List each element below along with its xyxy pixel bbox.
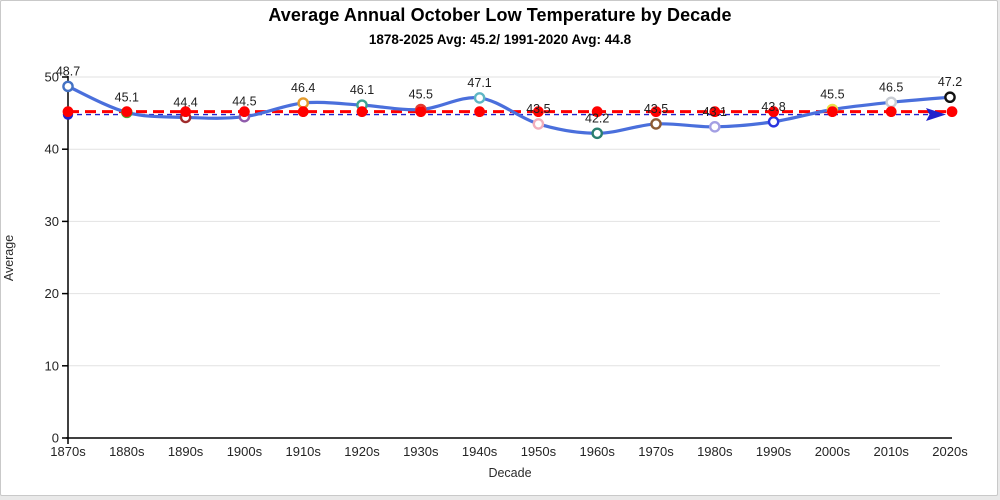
x-tick-label: 1950s: [521, 444, 557, 459]
data-point-2010s: [885, 96, 898, 109]
x-tick-label: 1990s: [756, 444, 792, 459]
data-label-1920s: 46.1: [350, 83, 374, 97]
y-axis-title: Average: [2, 234, 16, 282]
x-tick-label: 2010s: [873, 444, 909, 459]
x-axis-title: Decade: [488, 466, 532, 480]
y-tick-label: 50: [45, 70, 59, 85]
data-label-1980s: 43.1: [703, 105, 727, 119]
data-point-1910s: [297, 97, 310, 109]
chart-subtitle: 1878-2025 Avg: 45.2/ 1991-2020 Avg: 44.8: [368, 32, 632, 47]
data-label-1990s: 43.8: [761, 100, 785, 114]
data-point-1990s: [767, 115, 780, 128]
data-point-1980s: [709, 121, 721, 133]
data-label-1950s: 43.5: [526, 102, 550, 116]
avg-dot-1950s: [533, 106, 544, 118]
data-label-1870s: 48.7: [56, 64, 80, 78]
x-tick-label: 1880s: [109, 444, 145, 459]
data-point-1970s: [650, 118, 662, 130]
y-tick-label: 0: [52, 431, 59, 446]
avg-dot-1940s: [474, 106, 485, 118]
data-label-1960s: 42.2: [585, 111, 609, 125]
avg-dot-1910s: [297, 106, 309, 118]
avg-dot-1970s: [650, 106, 662, 118]
avg-dot-2020s: [946, 106, 958, 118]
avg-dot-2000s: [827, 106, 838, 118]
main-series-line: [66, 84, 952, 135]
y-tick-label: 30: [45, 214, 59, 229]
x-tick-label: 1930s: [403, 444, 439, 459]
x-tick-label: 1890s: [168, 444, 204, 459]
x-tick-label: 1970s: [638, 444, 674, 459]
avg-dot-1930s: [415, 106, 427, 118]
x-tick-label: 1870s: [50, 444, 86, 459]
x-tick-label: 1960s: [579, 444, 615, 459]
data-label-1970s: 43.5: [644, 102, 668, 116]
data-point-2020s: [944, 91, 956, 104]
avg-dot-1960s: [591, 106, 603, 118]
x-tick-label: 2020s: [932, 444, 968, 459]
data-label-1910s: 46.4: [291, 81, 315, 95]
data-point-1960s: [591, 127, 604, 140]
x-tick-label: 1920s: [344, 444, 380, 459]
avg-dot-1980s: [709, 106, 721, 118]
data-point-1950s: [532, 118, 545, 130]
avg-dot-1880s: [121, 106, 133, 118]
avg-dot-2010s: [885, 106, 897, 118]
avg-dot-1900s: [239, 106, 250, 118]
x-tick-label: 1900s: [227, 444, 263, 459]
chart-title: Average Annual October Low Temperature b…: [268, 5, 732, 25]
avg-dot-1890s: [180, 106, 192, 118]
data-label-2000s: 45.5: [820, 87, 844, 101]
avg-dot-1870s: [62, 106, 74, 118]
data-label-1900s: 44.5: [232, 95, 256, 109]
data-point-1870s: [62, 80, 74, 93]
data-label-1940s: 47.1: [467, 76, 491, 90]
x-tick-label: 2000s: [815, 444, 851, 459]
y-tick-label: 20: [45, 286, 59, 301]
data-point-1940s: [473, 92, 486, 104]
data-label-2020s: 47.2: [938, 75, 962, 89]
data-label-2010s: 46.5: [879, 80, 903, 94]
data-label-1890s: 44.4: [173, 95, 197, 109]
data-label-1930s: 45.5: [409, 87, 433, 101]
x-tick-label: 1910s: [285, 444, 321, 459]
arrow-head-icon: [926, 108, 946, 122]
x-tick-label: 1940s: [462, 444, 498, 459]
avg-dot-1990s: [768, 106, 779, 118]
data-label-1880s: 45.1: [115, 90, 139, 104]
avg-dot-1920s: [356, 106, 368, 118]
y-tick-label: 40: [45, 142, 59, 157]
x-tick-label: 1980s: [697, 444, 733, 459]
y-tick-label: 10: [45, 358, 59, 373]
